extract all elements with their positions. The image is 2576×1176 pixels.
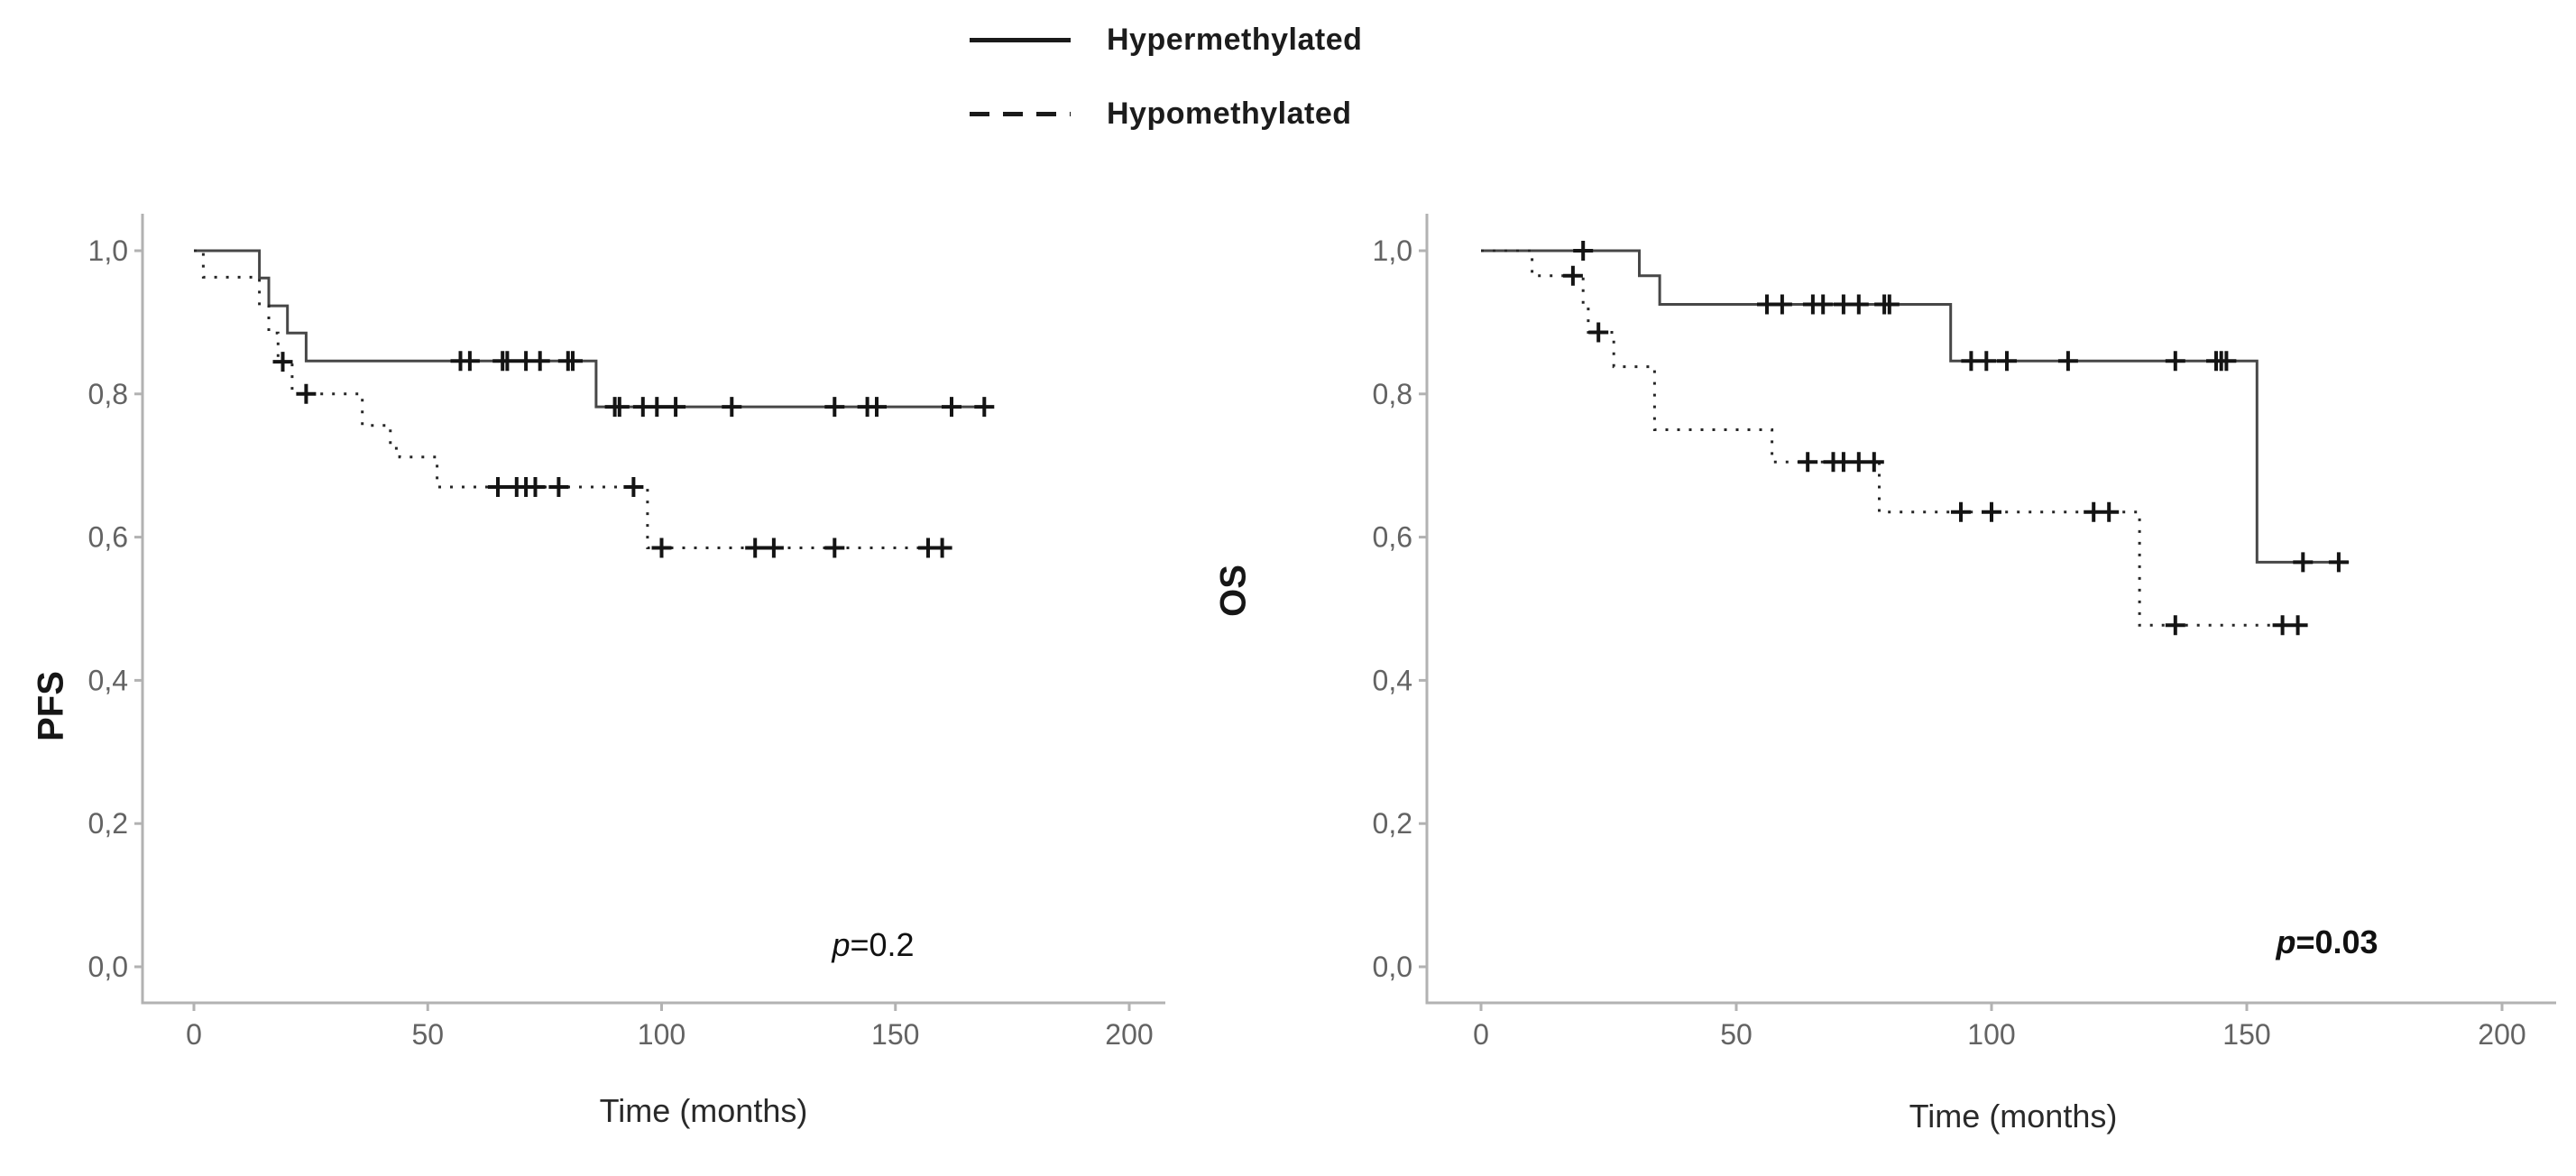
svg-text:0,0: 0,0 [88, 951, 128, 983]
pfs-p-text: =0.2 [850, 926, 915, 963]
legend-label-hypomethylated: Hypomethylated [1107, 96, 1352, 131]
svg-text:150: 150 [871, 1018, 919, 1051]
svg-text:0,8: 0,8 [88, 378, 128, 410]
svg-text:1,0: 1,0 [1373, 234, 1412, 267]
svg-text:0,4: 0,4 [88, 664, 128, 696]
svg-text:50: 50 [411, 1018, 444, 1051]
pfs-axis-title: PFS [31, 671, 71, 741]
os-p-symbol: p [2276, 923, 2296, 960]
svg-text:200: 200 [1105, 1018, 1153, 1051]
svg-text:50: 50 [1720, 1018, 1753, 1051]
svg-text:0,8: 0,8 [1373, 378, 1412, 410]
svg-text:0,0: 0,0 [1373, 951, 1412, 983]
svg-text:100: 100 [638, 1018, 685, 1051]
pfs-p-value: p=0.2 [832, 926, 914, 964]
dashed-line-sample-icon [970, 111, 1071, 116]
svg-text:0,4: 0,4 [1373, 664, 1412, 696]
solid-line-sample-icon [970, 37, 1071, 42]
svg-text:200: 200 [2478, 1018, 2525, 1051]
legend-item-hypomethylated: Hypomethylated [970, 94, 1362, 133]
svg-text:150: 150 [2222, 1018, 2270, 1051]
os-p-value: p=0.03 [2276, 923, 2378, 961]
svg-text:0: 0 [186, 1018, 202, 1051]
legend-label-hypermethylated: Hypermethylated [1107, 22, 1363, 57]
svg-text:0,6: 0,6 [88, 521, 128, 554]
os-axis-title: OS [1213, 565, 1254, 617]
os-time-axis-title: Time (months) [1909, 1098, 2118, 1135]
os-p-text: =0.03 [2295, 923, 2378, 960]
svg-text:100: 100 [1967, 1018, 2015, 1051]
legend: Hypermethylated Hypomethylated [970, 20, 1362, 133]
svg-text:0: 0 [1473, 1018, 1489, 1051]
svg-text:0,6: 0,6 [1373, 521, 1412, 554]
pfs-p-symbol: p [832, 926, 851, 963]
pfs-time-axis-title: Time (months) [599, 1092, 808, 1129]
legend-item-hypermethylated: Hypermethylated [970, 20, 1362, 60]
svg-text:1,0: 1,0 [88, 234, 128, 267]
svg-text:0,2: 0,2 [1373, 807, 1412, 840]
svg-text:0,2: 0,2 [88, 807, 128, 840]
